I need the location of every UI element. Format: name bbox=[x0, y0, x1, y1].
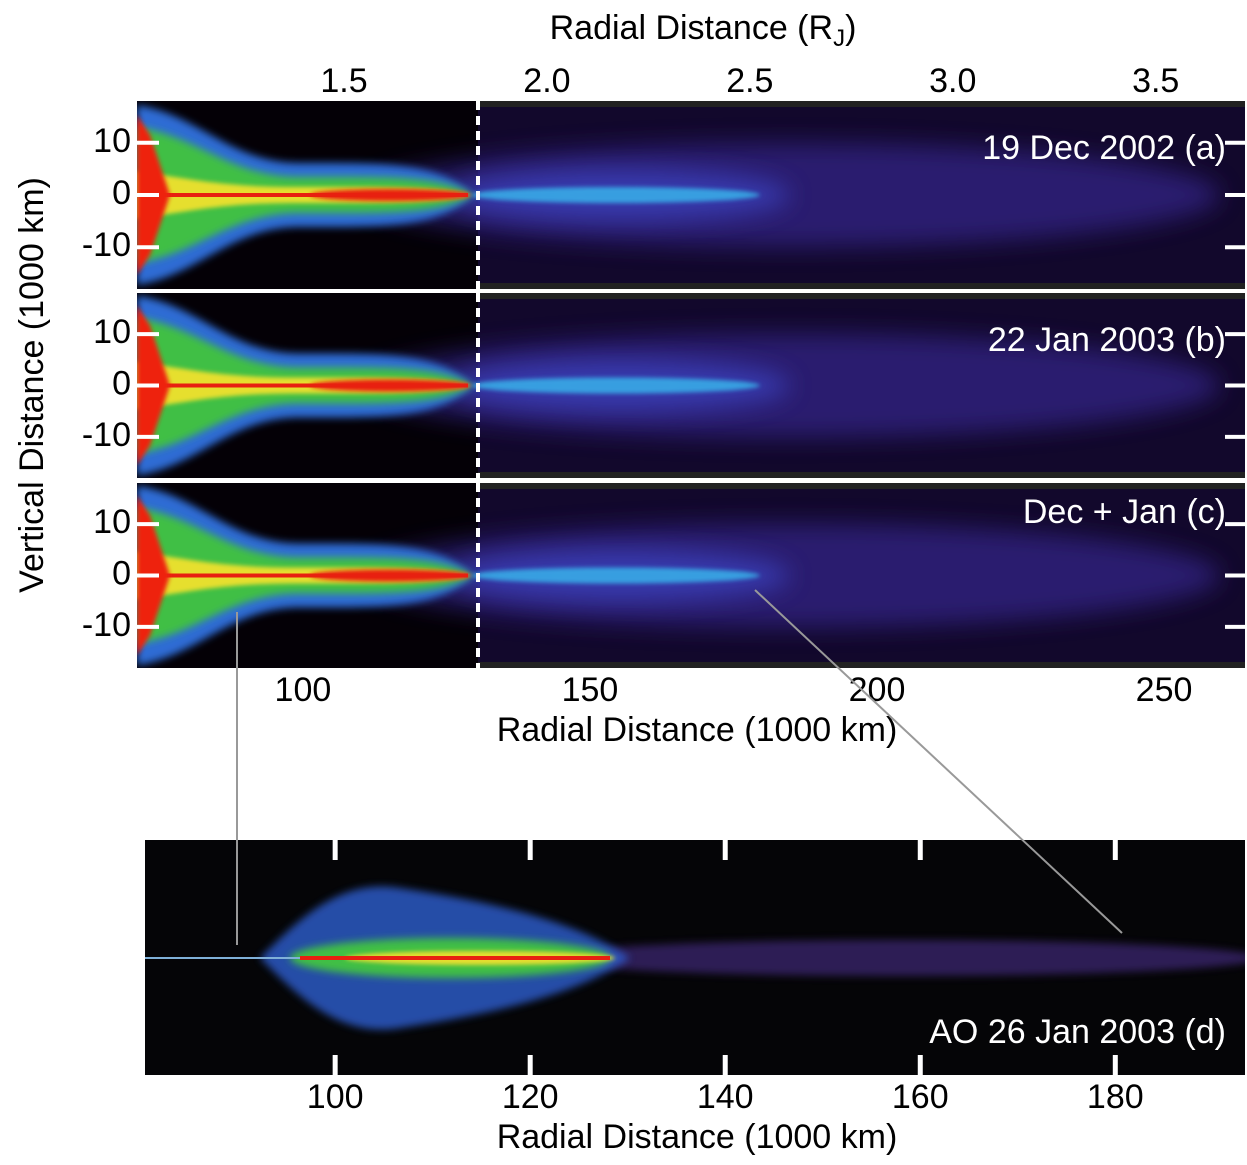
core bbox=[150, 573, 468, 578]
y-tick-label: -10 bbox=[82, 606, 131, 644]
x-tick-label: 140 bbox=[697, 1078, 754, 1116]
band bbox=[470, 567, 760, 584]
y-tick-label: 0 bbox=[112, 364, 131, 402]
x-axis-label: Radial Distance (1000 km) bbox=[497, 711, 898, 749]
x-tick-label: 200 bbox=[849, 671, 906, 709]
frame bbox=[478, 293, 1245, 299]
frame bbox=[478, 472, 1245, 478]
frame bbox=[478, 662, 1245, 668]
x2-axis-label-part: Radial Distance (R bbox=[550, 9, 833, 47]
panel bbox=[137, 101, 1245, 289]
band bbox=[470, 187, 760, 203]
y-tick-label: 0 bbox=[112, 174, 131, 212]
y-axis-label: Vertical Distance (1000 km) bbox=[13, 177, 51, 593]
x-tick-label: 100 bbox=[275, 671, 332, 709]
frame bbox=[478, 283, 1245, 289]
x-axis-label: Radial Distance (1000 km) bbox=[497, 1118, 898, 1156]
panel-annotation: 22 Jan 2003 (b) bbox=[988, 321, 1226, 359]
x2-axis-label-part: J bbox=[833, 25, 845, 52]
x-tick-label: 100 bbox=[307, 1078, 364, 1116]
y-tick-label: 10 bbox=[93, 122, 131, 160]
x-tick-label: 150 bbox=[562, 671, 619, 709]
x-tick-label: 120 bbox=[502, 1078, 559, 1116]
core bbox=[300, 956, 610, 960]
panel-annotation: AO 26 Jan 2003 (d) bbox=[929, 1013, 1226, 1051]
x2-axis-label: Radial Distance (RJ) bbox=[550, 9, 857, 52]
core bbox=[150, 193, 468, 197]
panel bbox=[137, 483, 1245, 668]
frame bbox=[478, 483, 1245, 489]
y-tick-label: 10 bbox=[93, 503, 131, 541]
x2-tick-label: 3.0 bbox=[929, 62, 976, 100]
x-tick-label: 250 bbox=[1136, 671, 1193, 709]
core bbox=[150, 383, 468, 388]
panel-annotation: 19 Dec 2002 (a) bbox=[982, 129, 1226, 167]
x-tick-label: 180 bbox=[1087, 1078, 1144, 1116]
y-tick-label: -10 bbox=[82, 226, 131, 264]
frame bbox=[478, 101, 1245, 107]
panel bbox=[137, 293, 1245, 478]
y-tick-label: 0 bbox=[112, 554, 131, 592]
x2-tick-label: 1.5 bbox=[320, 62, 367, 100]
haze bbox=[540, 940, 1245, 976]
x2-tick-label: 3.5 bbox=[1132, 62, 1179, 100]
x2-tick-label: 2.5 bbox=[726, 62, 773, 100]
panel-annotation: Dec + Jan (c) bbox=[1023, 493, 1226, 531]
connector bbox=[754, 589, 1123, 934]
x2-tick-label: 2.0 bbox=[523, 62, 570, 100]
x2-axis-label-part: ) bbox=[845, 9, 856, 47]
y-tick-label: -10 bbox=[82, 416, 131, 454]
panel bbox=[145, 840, 1245, 1075]
y-tick-label: 10 bbox=[93, 313, 131, 351]
band bbox=[470, 377, 760, 394]
x-tick-label: 160 bbox=[892, 1078, 949, 1116]
